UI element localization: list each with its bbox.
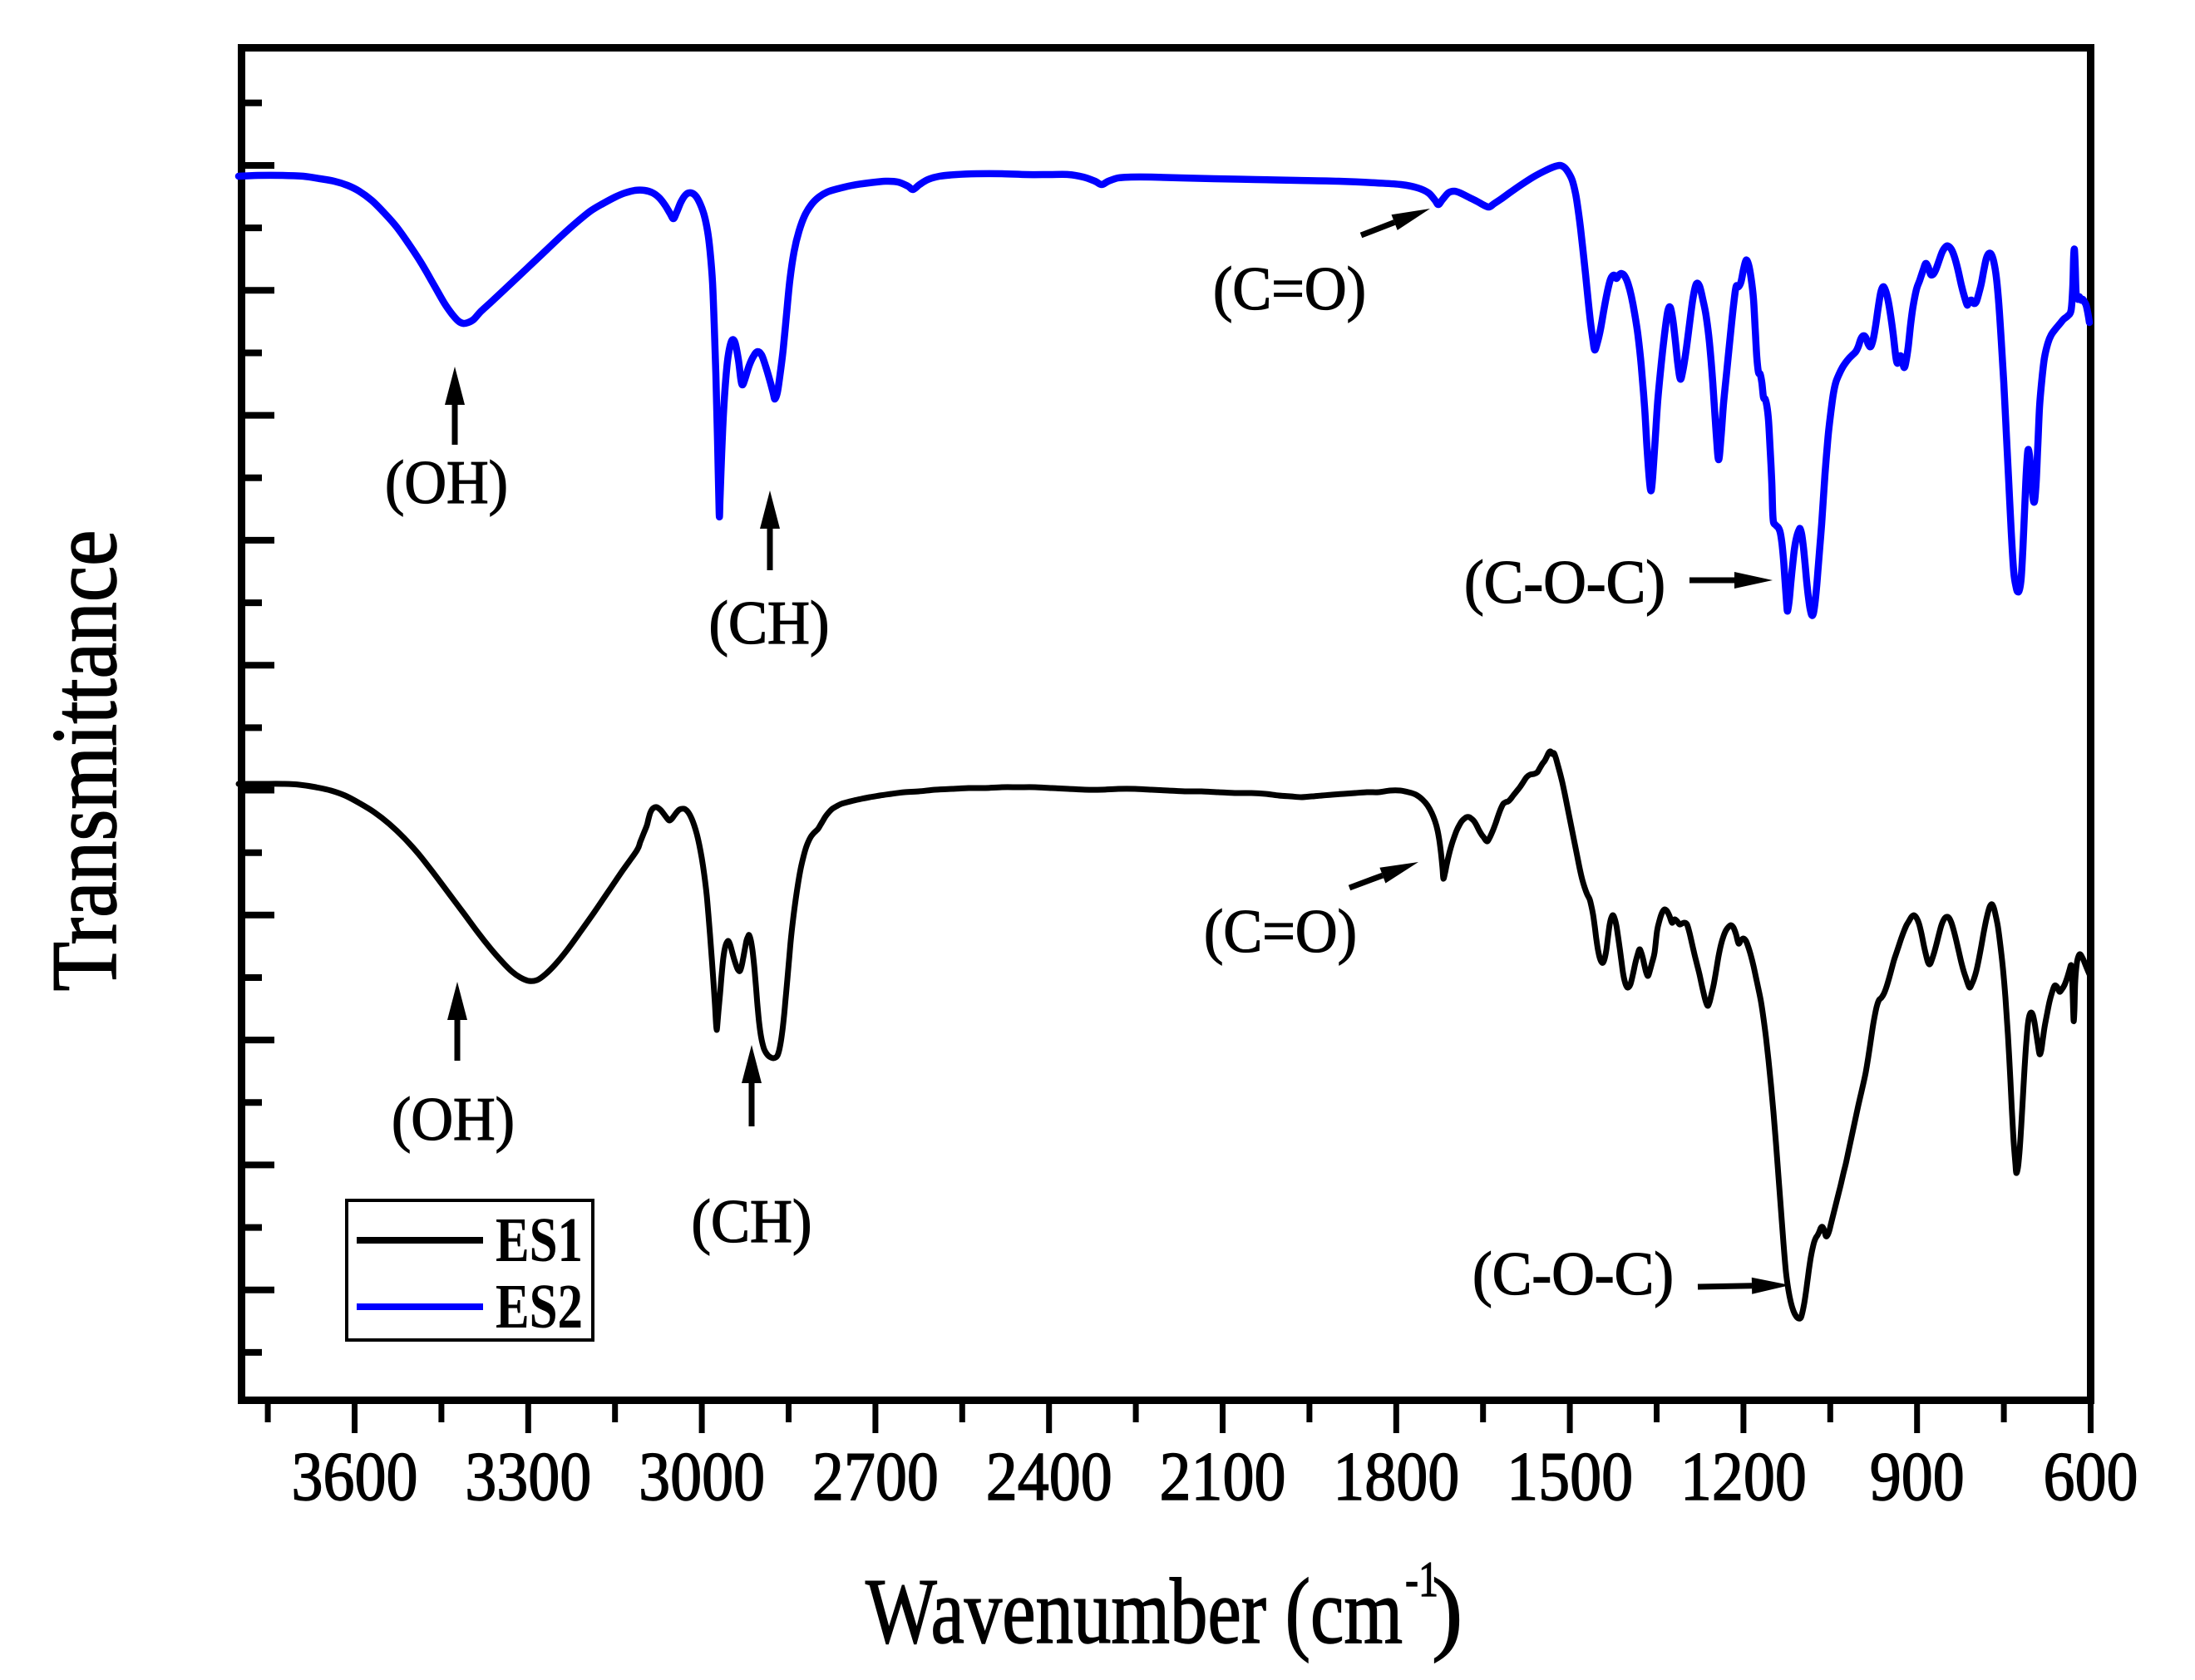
svg-text:(OH): (OH) [392, 1086, 515, 1154]
svg-text:1500: 1500 [1507, 1438, 1633, 1515]
svg-text:2400: 2400 [986, 1438, 1112, 1515]
svg-text:Transmittance: Transmittance [33, 530, 136, 992]
svg-text:2700: 2700 [812, 1438, 939, 1515]
svg-text:(C-O-C): (C-O-C) [1472, 1240, 1674, 1308]
svg-text:): ) [1432, 1560, 1463, 1663]
svg-text:(CH): (CH) [709, 589, 830, 658]
svg-text:1200: 1200 [1680, 1438, 1807, 1515]
svg-text:2100: 2100 [1160, 1438, 1286, 1515]
svg-text:(OH): (OH) [385, 449, 508, 517]
svg-text:3300: 3300 [465, 1438, 591, 1515]
svg-text:3000: 3000 [639, 1438, 765, 1515]
svg-text:3600: 3600 [292, 1438, 418, 1515]
svg-text:(C-O-C): (C-O-C) [1464, 549, 1665, 617]
svg-text:1800: 1800 [1333, 1438, 1459, 1515]
svg-text:600: 600 [2044, 1438, 2138, 1515]
svg-text:Wavenumber (cm: Wavenumber (cm [866, 1560, 1403, 1663]
svg-text:ES1: ES1 [496, 1205, 583, 1275]
svg-text:900: 900 [1870, 1438, 1965, 1515]
svg-text:-1: -1 [1405, 1552, 1438, 1607]
svg-text:(C=O): (C=O) [1204, 898, 1357, 966]
svg-text:(CH): (CH) [692, 1188, 812, 1256]
svg-text:ES2: ES2 [496, 1272, 583, 1342]
svg-text:(C=O): (C=O) [1213, 255, 1366, 323]
